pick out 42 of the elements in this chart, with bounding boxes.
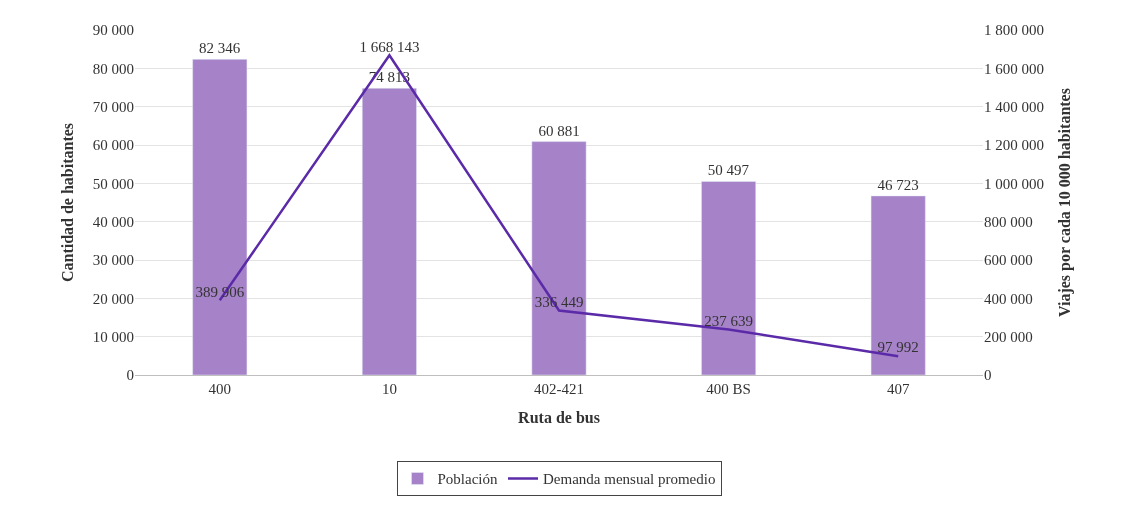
y-tick-label: 90 000 xyxy=(92,22,134,39)
y2-tick-label: 600 000 xyxy=(984,252,1033,269)
data-label: 237 639 xyxy=(704,312,753,329)
y-tick-label: 60 000 xyxy=(92,137,134,154)
y-tick-label: 80 000 xyxy=(92,60,134,77)
y2-tick-label: 1 000 000 xyxy=(984,175,1044,192)
y2-tick-label: 200 000 xyxy=(984,328,1033,345)
data-label: 82 346 xyxy=(198,40,241,57)
bar xyxy=(362,87,417,375)
data-label: 97 992 xyxy=(877,339,919,356)
y2-tick-label: 1 400 000 xyxy=(984,98,1044,115)
y2-tick-label: 1 600 000 xyxy=(984,60,1044,77)
x-tick-label: 400 BS xyxy=(706,381,751,397)
y2-tick-label: 800 000 xyxy=(984,213,1033,230)
y-tick-label: 40 000 xyxy=(92,213,134,230)
x-tick-label: 400 xyxy=(208,381,232,397)
y-axis-title: Cantidad de habitantes xyxy=(58,122,76,283)
x-tick-label: 402-421 xyxy=(534,381,584,397)
y2-axis-title: Viajes por cada 10 000 habitantes xyxy=(1055,88,1074,317)
bar xyxy=(870,195,926,375)
data-label: 1 668 143 xyxy=(359,38,420,55)
y-tick-label: 30 000 xyxy=(92,252,134,269)
y2-tick-label: 1 800 000 xyxy=(984,22,1044,39)
bar xyxy=(531,141,587,375)
data-label: 50 497 xyxy=(707,162,750,179)
data-label: 60 881 xyxy=(538,122,580,139)
y2-tick-label: 1 200 000 xyxy=(984,137,1044,154)
y-tick-label: 20 000 xyxy=(92,290,134,307)
y-tick-label: 70 000 xyxy=(92,98,134,115)
y2-tick-label: 400 000 xyxy=(984,290,1033,307)
bar xyxy=(701,181,756,375)
bar xyxy=(192,59,248,375)
legend-label: Población xyxy=(437,471,498,488)
data-label: 46 723 xyxy=(877,176,919,193)
y-tick-label: 50 000 xyxy=(92,175,134,192)
y-tick-label: 0 xyxy=(126,367,134,384)
x-tick-label: 407 xyxy=(886,381,910,397)
x-axis-title: Ruta de bus xyxy=(518,408,600,426)
x-tick-label: 10 xyxy=(381,381,397,397)
y-tick-label: 10 000 xyxy=(92,328,134,345)
y2-tick-label: 0 xyxy=(984,367,992,384)
legend-label: Demanda mensual promedio xyxy=(542,471,716,488)
